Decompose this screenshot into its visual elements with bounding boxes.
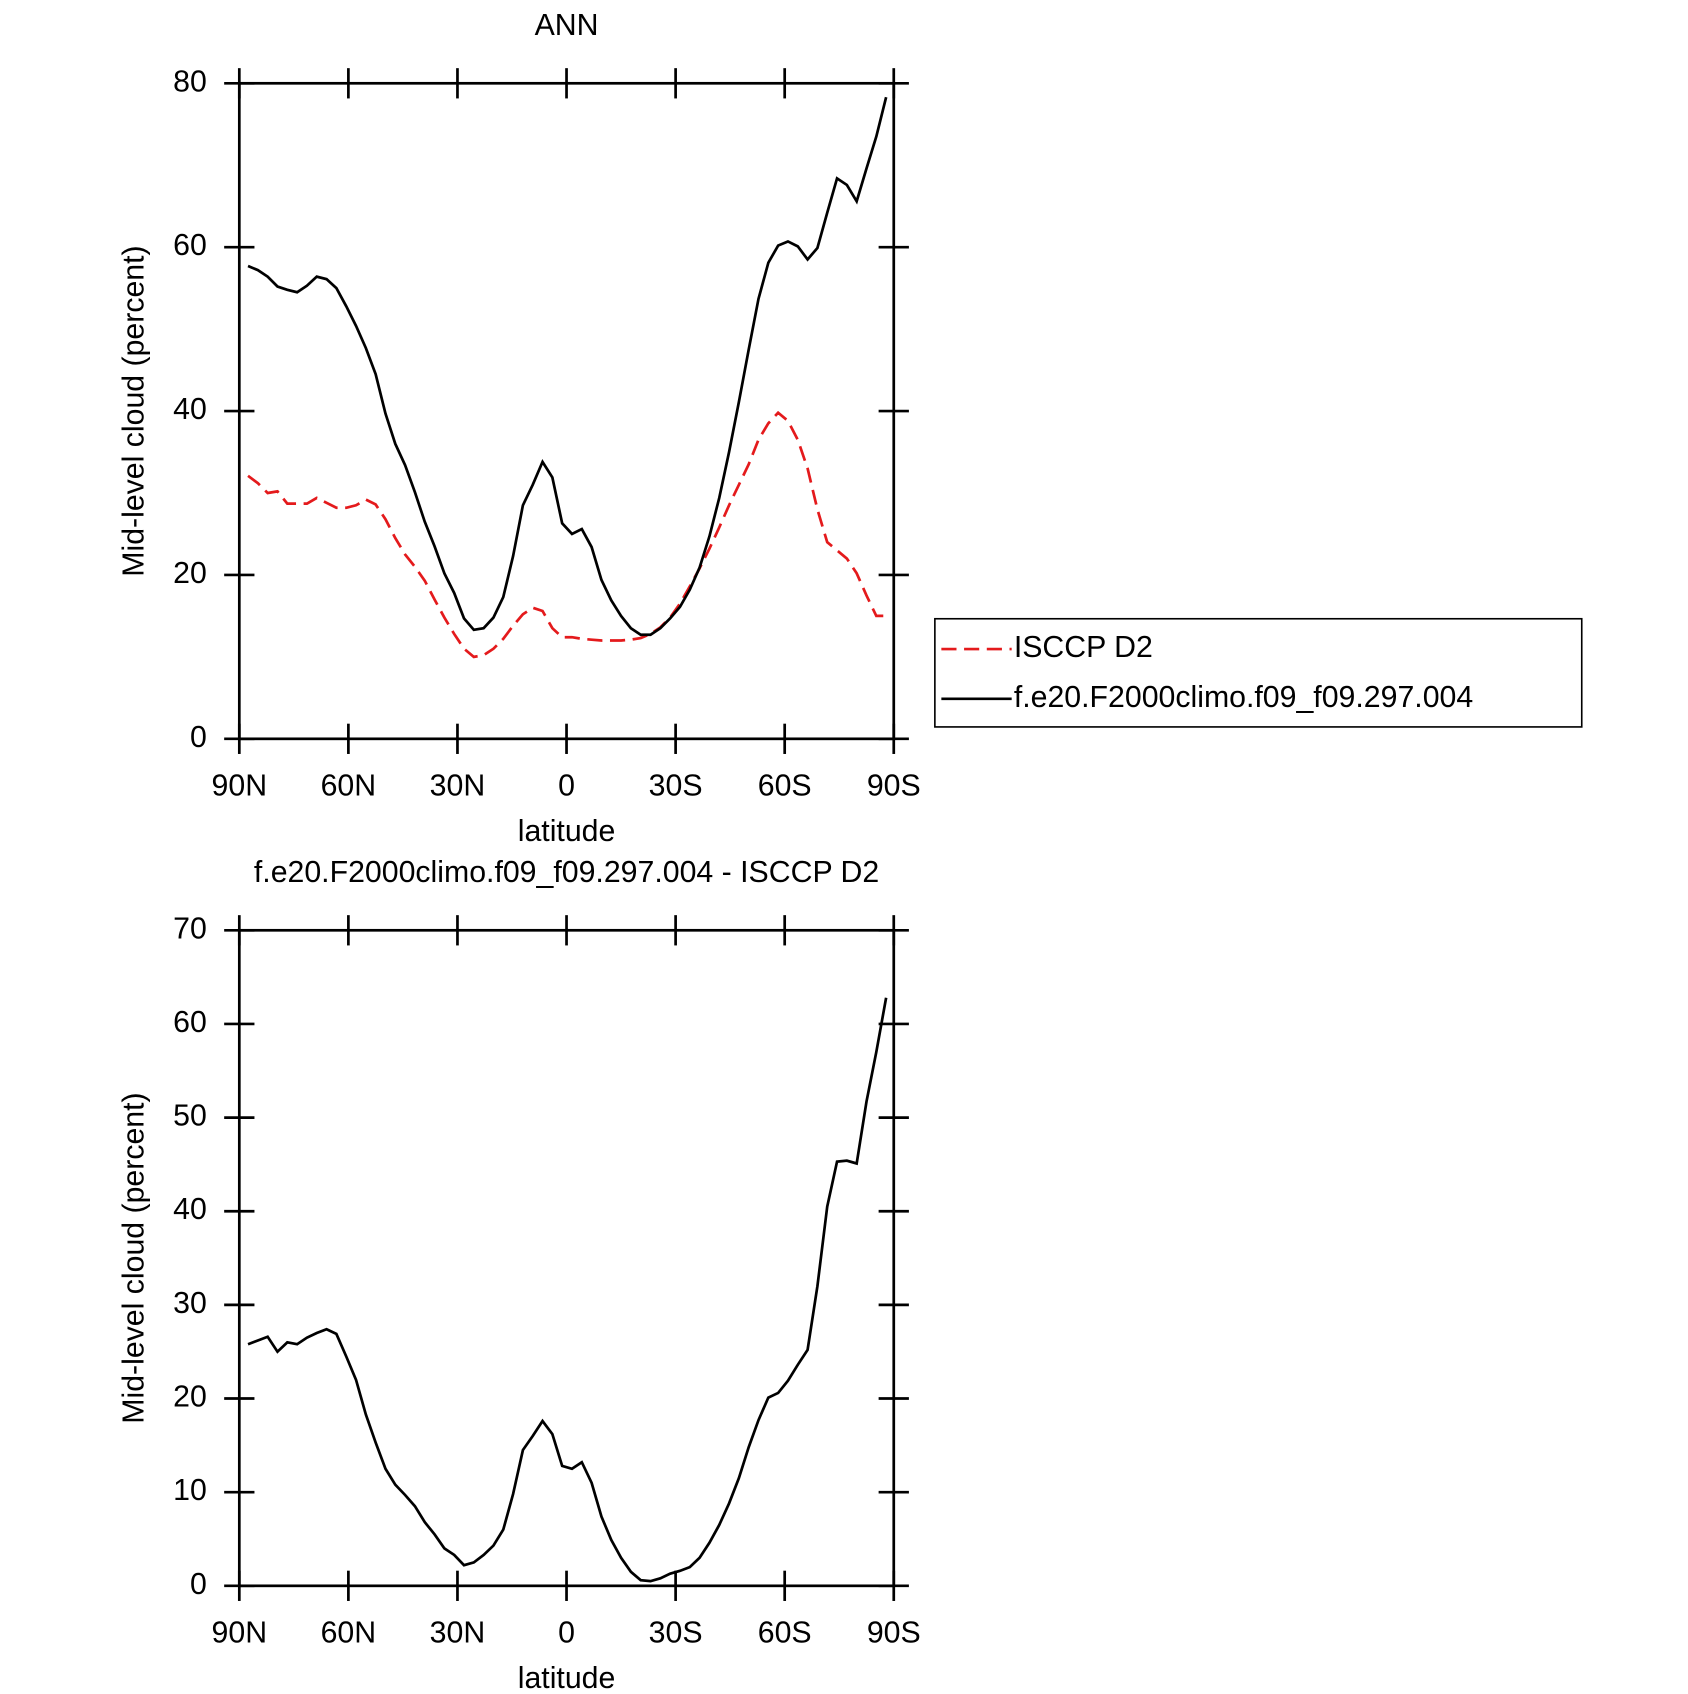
x-tick-label: 90S [867,1617,921,1650]
plot-frame [237,81,896,741]
y-axis-label: Mid-level cloud (percent) [117,245,150,576]
legend-label: f.e20.F2000climo.f09_f09.297.004 [1014,681,1473,714]
y-tick-label: 70 [173,912,207,945]
y-tick-label: 20 [173,557,207,590]
y-tick-label: 20 [173,1381,207,1414]
y-tick-label: 60 [173,229,207,262]
x-tick-label: 60S [758,1617,812,1650]
plot-frame [237,928,896,1588]
data-line [247,410,887,659]
x-tick-label: 90N [212,770,268,803]
x-tick-label: 30S [649,1617,703,1650]
data-line [247,997,888,1583]
x-tick-label: 30S [649,770,703,803]
data-line [247,96,888,637]
x-tick-label: 30N [430,1617,486,1650]
x-axis-label: latitude [518,1662,616,1694]
legend-box [934,617,1583,728]
x-axis-label: latitude [518,815,616,848]
y-axis-label: Mid-level cloud (percent) [117,1092,150,1423]
x-tick-label: 60N [321,770,377,803]
y-tick-label: 40 [173,1193,207,1226]
x-tick-label: 60N [321,1617,377,1650]
y-tick-label: 60 [173,1006,207,1039]
y-tick-label: 50 [173,1100,207,1133]
y-tick-label: 0 [190,721,207,754]
x-tick-label: 90S [867,770,921,803]
y-tick-label: 10 [173,1474,207,1507]
x-tick-label: 0 [558,770,575,803]
y-tick-label: 80 [173,65,207,98]
chart-title: ANN [535,9,599,42]
y-tick-label: 0 [190,1568,207,1601]
legend-label: ISCCP D2 [1014,631,1153,664]
x-tick-label: 0 [558,1617,575,1650]
x-tick-label: 60S [758,770,812,803]
y-tick-label: 30 [173,1287,207,1320]
y-tick-label: 40 [173,393,207,426]
x-tick-label: 30N [430,770,486,803]
chart-title: f.e20.F2000climo.f09_f09.297.004 - ISCCP… [254,856,879,889]
x-tick-label: 90N [212,1617,268,1650]
